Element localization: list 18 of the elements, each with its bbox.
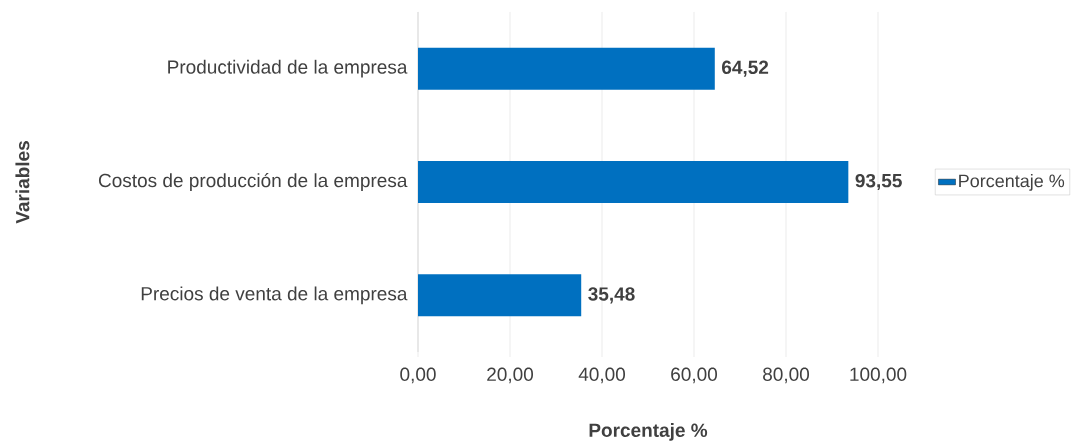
- y-tick-label: Precios de venta de la empresa: [141, 286, 408, 305]
- data-label: 64,52: [722, 60, 769, 77]
- x-tick-label: 60,00: [671, 367, 718, 384]
- x-tick-label: 40,00: [578, 367, 626, 384]
- x-tick-label: 0,00: [400, 367, 436, 384]
- y-axis-title: Variables: [15, 141, 30, 224]
- x-tick-label: 100,00: [850, 367, 907, 384]
- data-label: 35,48: [588, 287, 635, 304]
- bar: [418, 161, 849, 203]
- bar: [418, 47, 715, 90]
- data-label: 93,55: [855, 173, 902, 191]
- x-tick-label: 20,00: [487, 367, 534, 384]
- x-tick-label: 80,00: [763, 367, 810, 384]
- y-tick-label: Costos de producción de la empresa: [98, 173, 408, 191]
- y-tick-label: Productividad de la empresa: [168, 59, 408, 78]
- x-axis-title: Porcentaje %: [589, 423, 708, 441]
- legend-label: Porcentaje %: [959, 174, 1065, 191]
- bar: [418, 274, 582, 317]
